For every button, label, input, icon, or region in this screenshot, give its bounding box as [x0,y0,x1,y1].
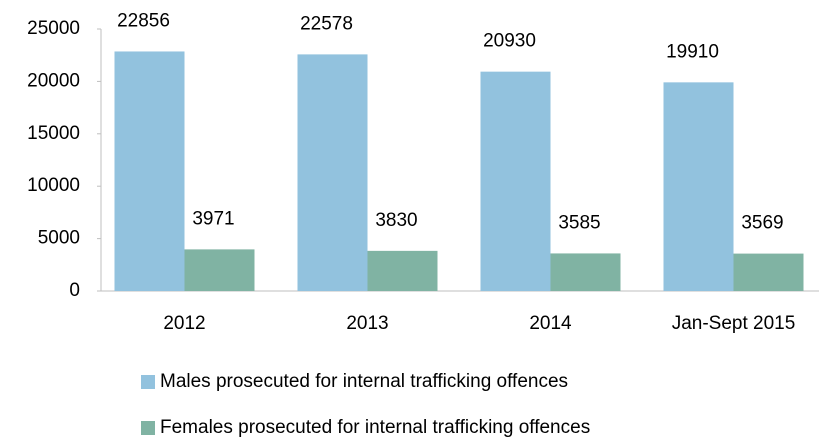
data-label: 3971 [192,208,234,229]
y-tick-label: 10000 [27,175,80,196]
x-tick-label: 2012 [163,313,205,334]
bar [114,51,185,292]
data-label: 22578 [300,13,353,34]
legend-swatch [141,375,155,389]
bar [367,250,438,291]
y-tick-label: 5000 [38,228,80,249]
data-label: 20930 [483,31,536,52]
legend-label: Males prosecuted for internal traffickin… [160,371,568,392]
x-tick-label: 2014 [529,313,572,334]
legend-label: Females prosecuted for internal traffick… [160,417,590,438]
bar [184,249,255,291]
data-label: 19910 [666,41,719,62]
bar [480,71,551,292]
y-tick-label: 25000 [27,18,80,39]
data-label: 22856 [117,10,170,31]
y-tick-label: 15000 [27,123,80,144]
bar [297,54,368,291]
data-label: 3585 [558,212,600,233]
data-label: 3830 [375,210,417,231]
bar [663,82,734,291]
legend-swatch [141,421,155,435]
x-tick-label: 2013 [346,313,388,334]
bar [733,253,804,291]
data-label: 3569 [741,213,783,234]
bar [550,253,621,291]
y-tick-label: 0 [69,280,80,301]
y-tick-label: 20000 [27,70,80,91]
x-tick-label: Jan-Sept 2015 [672,313,796,334]
